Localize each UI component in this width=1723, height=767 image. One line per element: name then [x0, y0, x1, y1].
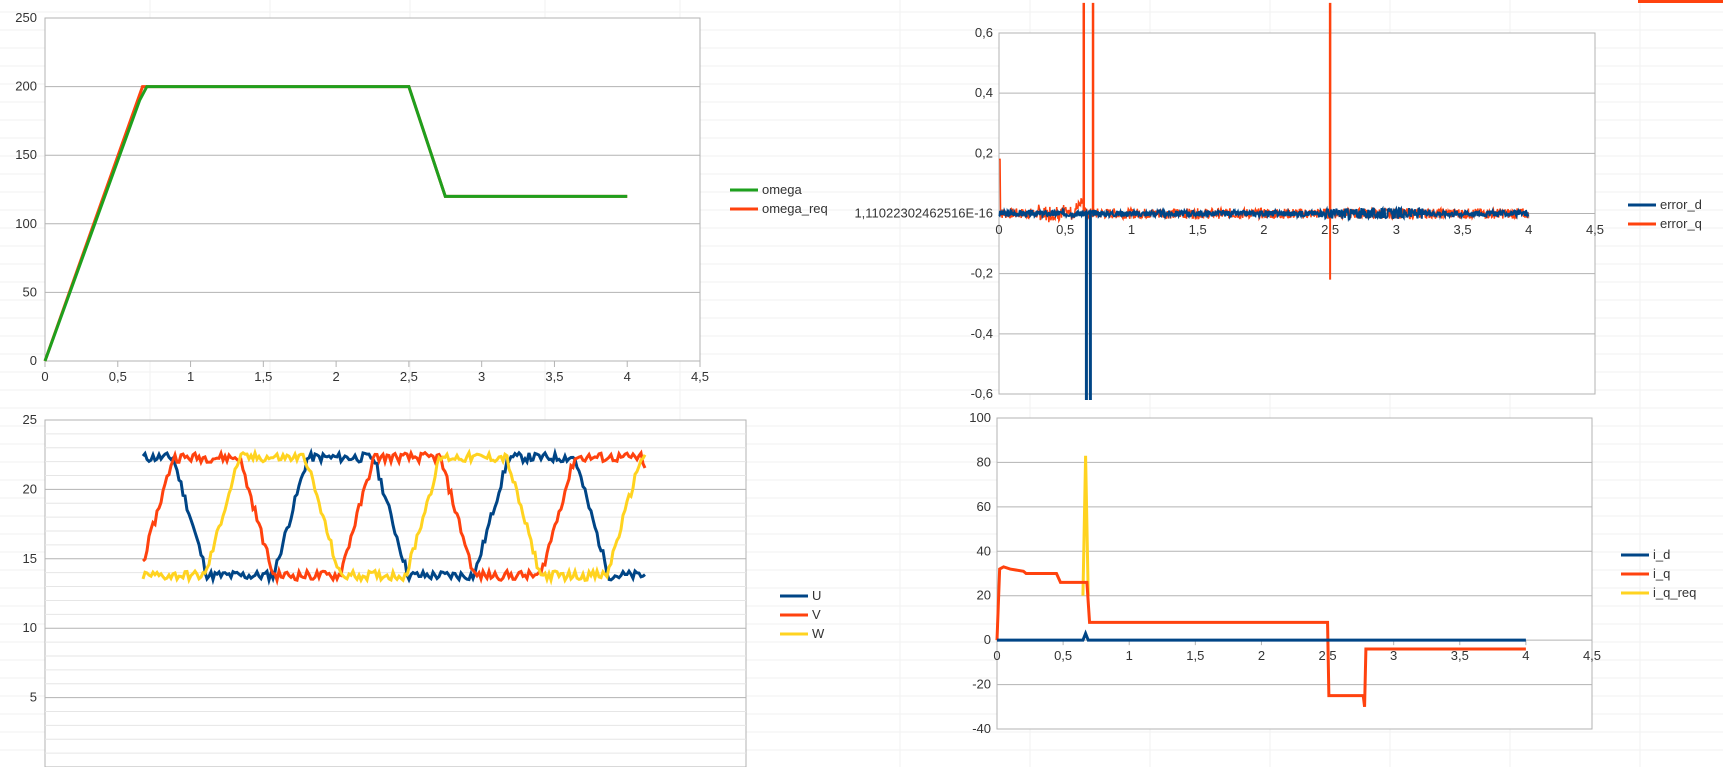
y-tick-label: 0 — [30, 353, 37, 368]
x-tick-label: 2 — [332, 369, 339, 384]
x-tick-label: 3 — [1390, 648, 1397, 663]
x-tick-label: 1,5 — [1189, 222, 1207, 237]
x-tick-label: 1 — [187, 369, 194, 384]
plot-area — [44, 419, 747, 767]
y-tick-label: -0,6 — [971, 386, 993, 401]
x-tick-label: 0 — [41, 369, 48, 384]
x-tick-label: 0 — [995, 222, 1002, 237]
x-tick-label: 1 — [1128, 222, 1135, 237]
y-tick-label: 150 — [15, 147, 37, 162]
x-tick-label: 0,5 — [1056, 222, 1074, 237]
y-tick-label: -0,2 — [971, 266, 993, 281]
series-line-W — [141, 447, 647, 586]
x-tick-label: 0,5 — [109, 369, 127, 384]
x-tick-label: 3 — [1393, 222, 1400, 237]
x-tick-label: 3,5 — [1454, 222, 1472, 237]
x-tick-label: 1,5 — [254, 369, 272, 384]
legend-label: i_q_req — [1653, 585, 1696, 600]
selected-cell-marker — [1638, 0, 1723, 3]
x-tick-label: 4 — [1522, 648, 1529, 663]
x-tick-label: 4,5 — [1586, 222, 1604, 237]
y-tick-label: -40 — [972, 721, 991, 736]
y-tick-label: 200 — [15, 79, 37, 94]
x-tick-label: 4 — [1525, 222, 1532, 237]
y-tick-label: 0,4 — [975, 85, 993, 100]
legend-label: error_d — [1660, 197, 1702, 212]
series-line-i_q_req — [1081, 455, 1090, 596]
y-tick-label: 50 — [23, 284, 37, 299]
legend-label: U — [812, 588, 821, 603]
y-tick-label: 15 — [23, 551, 37, 566]
series-line-V — [142, 448, 647, 587]
y-tick-label: 80 — [977, 454, 991, 469]
x-tick-label: 1 — [1126, 648, 1133, 663]
x-tick-label: 4 — [624, 369, 631, 384]
y-tick-label: 250 — [15, 10, 37, 25]
legend-label: omega — [762, 182, 803, 197]
x-tick-label: 0 — [993, 648, 1000, 663]
y-tick-label: 0 — [984, 632, 991, 647]
series-line-omega — [43, 85, 628, 362]
y-tick-label: 100 — [15, 216, 37, 231]
series-line-U — [141, 447, 646, 586]
y-tick-label: 60 — [977, 499, 991, 514]
legend-label: error_q — [1660, 216, 1702, 231]
y-tick-label: 0,6 — [975, 25, 993, 40]
y-tick-label: 20 — [23, 481, 37, 496]
legend-label: V — [812, 607, 821, 622]
y-tick-label: 10 — [23, 620, 37, 635]
chart-3: 5 10 15 20 25 UVW — [23, 412, 825, 767]
legend-label: omega_req — [762, 201, 828, 216]
y-tick-label: 25 — [23, 412, 37, 427]
x-tick-label: 0,5 — [1054, 648, 1072, 663]
x-tick-label: 4,5 — [691, 369, 709, 384]
plot-area — [996, 417, 1593, 730]
y-tick-label: 1,11022302462516E-16 — [854, 206, 993, 221]
x-tick-label: 2 — [1258, 648, 1265, 663]
legend-label: W — [812, 626, 825, 641]
y-tick-label: -0,4 — [971, 326, 993, 341]
series-line-i_d — [997, 629, 1526, 642]
y-tick-label: 20 — [977, 588, 991, 603]
series-line-i_q — [995, 565, 1526, 707]
x-tick-label: 2 — [1260, 222, 1267, 237]
x-tick-label: 3,5 — [545, 369, 563, 384]
y-tick-label: 0,2 — [975, 145, 993, 160]
chart-1: 0 50 100 150 200 250 0 0,5 1 1,5 2 2,5 3 3,5 4 4,5 omega… — [15, 10, 827, 384]
y-tick-label: 40 — [977, 543, 991, 558]
y-tick-label: 5 — [30, 690, 37, 705]
y-tick-label: -20 — [972, 677, 991, 692]
x-tick-label: 3,5 — [1451, 648, 1469, 663]
x-tick-label: 2,5 — [400, 369, 418, 384]
legend-label: i_d — [1653, 547, 1670, 562]
chart-2: -0,6 -0,4 -0,2 1,11022302462516E-16 0,2 0,4 0,… — [854, 2, 1702, 401]
x-tick-label: 4,5 — [1583, 648, 1601, 663]
x-tick-label: 1,5 — [1186, 648, 1204, 663]
plot-area — [44, 17, 701, 362]
legend-label: i_q — [1653, 566, 1670, 581]
x-tick-label: 3 — [478, 369, 485, 384]
y-tick-label: 100 — [969, 410, 991, 425]
